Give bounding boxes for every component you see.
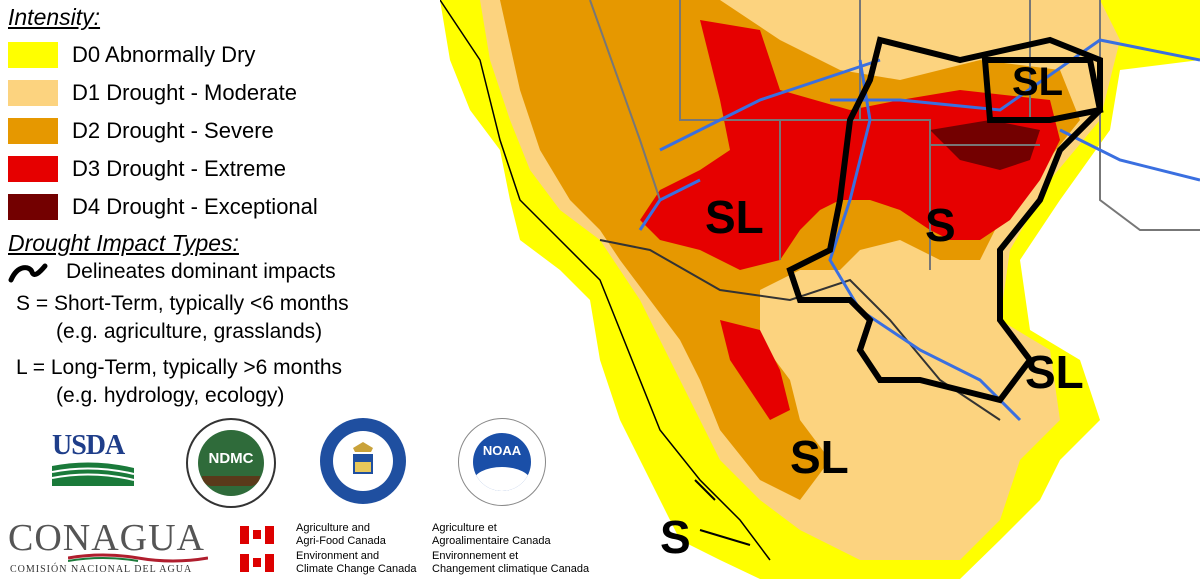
conagua-ribbon-icon: [68, 553, 208, 563]
coastline: [439, 0, 771, 561]
eccc-en: Environment and Climate Change Canada: [296, 550, 416, 576]
aafc-fr-line2: Agroalimentaire Canada: [432, 535, 551, 547]
impact-lines: [786, 36, 1104, 404]
d3-swatch: [8, 156, 58, 182]
map-label-sl-north: SL: [1012, 60, 1064, 104]
legend-item-d0: D0 Abnormally Dry: [8, 40, 255, 70]
noaa-text: NOAA: [482, 443, 522, 458]
short-term-example: (e.g. agriculture, grasslands): [56, 320, 323, 343]
legend-item-d3: D3 Drought - Extreme: [8, 154, 286, 184]
eagle-shield-icon: [353, 442, 373, 474]
legend-label: D2 Drought - Severe: [72, 118, 274, 143]
d3-region: [640, 20, 1060, 270]
short-term-text: S = Short-Term, typically <6 months: [16, 292, 349, 315]
usda-field-icon: [52, 462, 134, 486]
long-term-text: L = Long-Term, typically >6 months: [16, 356, 343, 379]
noaa-seal: NOAA: [458, 418, 546, 506]
impact-title: Drought Impact Types:: [8, 230, 239, 256]
eccc-en-line1: Environment and: [296, 550, 380, 562]
s-baja-pointer: [694, 479, 751, 546]
usda-logo: USDA: [52, 430, 134, 486]
aafc-en-line1: Agriculture and: [296, 522, 370, 534]
aafc-en-line2: Agri-Food Canada: [296, 535, 386, 547]
legend-label: D1 Drought - Moderate: [72, 80, 297, 105]
delineates-text: Delineates dominant impacts: [66, 260, 336, 283]
intensity-title: Intensity:: [8, 4, 101, 30]
commerce-seal: [320, 418, 406, 504]
map-label-sl-texas: SL: [1025, 346, 1084, 398]
legend-item-d4: D4 Drought - Exceptional: [8, 192, 318, 222]
legend-item-d2: D2 Drought - Severe: [8, 116, 274, 146]
conagua-text: CONAGUA: [8, 517, 205, 559]
d1-swatch: [8, 80, 58, 106]
canada-flag-icon: [240, 526, 274, 544]
map-label-sl-west: SL: [705, 191, 764, 243]
eccc-fr: Environnement et Changement climatique C…: [432, 550, 589, 576]
canada-flag-icon: [240, 554, 274, 572]
eccc-fr-line2: Changement climatique Canada: [432, 563, 590, 575]
map-label-s-baja: S: [660, 511, 691, 563]
ndmc-seal: NDMC: [186, 418, 276, 508]
map-label-sl-mexico: SL: [790, 431, 849, 483]
legend-panel: Intensity: D0 Abnormally Dry D1 Drought …: [0, 0, 546, 579]
aafc-fr: Agriculture et Agroalimentaire Canada: [432, 522, 551, 548]
legend-label: D0 Abnormally Dry: [72, 42, 256, 67]
eccc-fr-line1: Environnement et: [432, 550, 519, 562]
usda-text: USDA: [52, 430, 125, 461]
legend-label: D3 Drought - Extreme: [72, 156, 286, 181]
legend-label: D4 Drought - Exceptional: [72, 194, 318, 219]
aafc-en: Agriculture and Agri-Food Canada: [296, 522, 386, 548]
d2-swatch: [8, 118, 58, 144]
ndmc-text: NDMC: [208, 450, 254, 467]
long-term-example: (e.g. hydrology, ecology): [56, 384, 285, 407]
conagua-subtitle: COMISIÓN NACIONAL DEL AGUA: [10, 564, 193, 575]
map-label-s-central: S: [925, 199, 956, 251]
impact-line-icon: [8, 263, 48, 283]
d3-region-2: [720, 320, 790, 420]
d0-swatch: [8, 42, 58, 68]
d4-swatch: [8, 194, 58, 220]
baja-d0-region: [610, 280, 770, 560]
aafc-fr-line1: Agriculture et: [432, 522, 497, 534]
rivers: [638, 38, 1200, 422]
eccc-en-line2: Climate Change Canada: [296, 563, 417, 575]
conagua-logo: CONAGUA COMISIÓN NACIONAL DEL AGUA: [8, 516, 224, 576]
us-mexico-border: [599, 239, 1001, 421]
legend-item-d1: D1 Drought - Moderate: [8, 78, 297, 108]
